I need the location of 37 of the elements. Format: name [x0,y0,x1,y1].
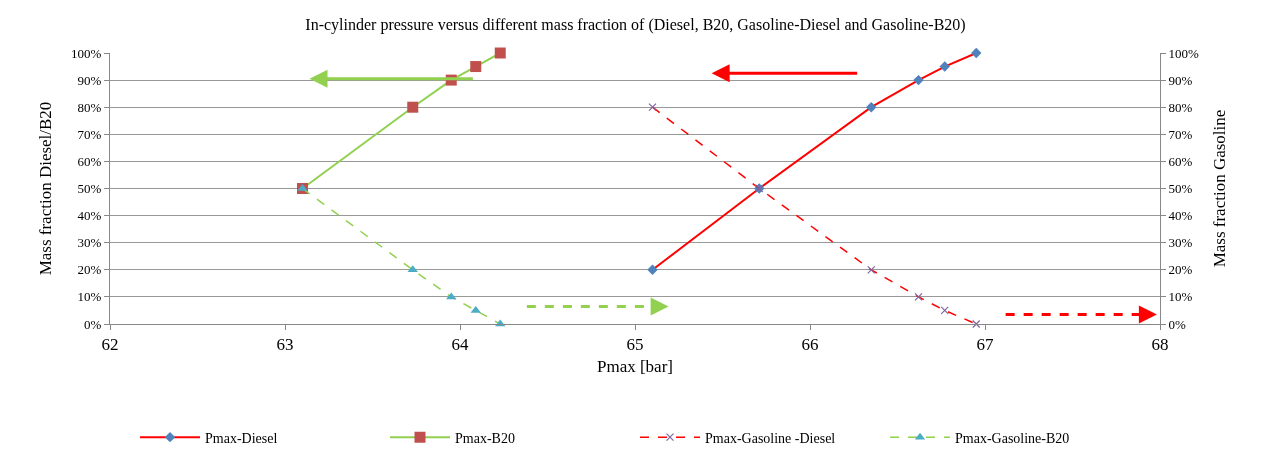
x-axis-title: Pmax [bar] [596,356,674,376]
y2-tick-label: 70% [1168,126,1193,142]
y-axis-title: Mass fraction Diesel/B20 [35,101,55,276]
y2-tick-label: 0% [1168,316,1187,332]
x-tick-label: 64 [451,335,469,355]
y2-axis-title: Mass fraction Gasoline [1210,109,1230,268]
y-tick-label: 0% [84,316,102,332]
y-tick-label: 80% [77,99,102,115]
y2-tick-label: 10% [1168,289,1193,305]
y-tick-label: 90% [77,72,102,88]
y-tick-label: 20% [77,262,102,278]
legend-label: Pmax-Diesel [205,430,278,446]
y-tick-label: 10% [77,289,102,305]
x-tick-label: 66 [801,335,819,355]
y2-tick-label: 50% [1168,181,1193,197]
y2-tick-label: 20% [1168,262,1193,278]
x-tick-label: 68 [1151,335,1169,355]
legend-label: Pmax-B20 [455,430,515,446]
x-tick-label: 65 [626,335,644,355]
y2-tick-label: 80% [1168,99,1193,115]
y2-tick-label: 90% [1168,72,1193,88]
y2-tick-label: 60% [1168,153,1193,169]
y-tick-label: 50% [77,181,102,197]
y2-tick-label: 30% [1168,235,1193,251]
y-tick-label: 40% [77,208,102,224]
y2-tick-label: 100% [1168,45,1200,61]
chart-title: In-cylinder pressure versus different mass fraction of (Diesel, B20, Gasoline-Diesel and Gasoline-B20) [305,15,966,34]
y-tick-label: 60% [77,153,102,169]
y-tick-label: 30% [77,235,102,251]
y-tick-label: 100% [71,45,102,61]
x-tick-label: 63 [276,335,294,355]
legend-label: Pmax-Gasoline -Diesel [705,430,836,446]
y-tick-label: 70% [77,126,102,142]
y2-tick-label: 40% [1168,208,1193,224]
x-tick-label: 62 [101,335,119,355]
x-tick-label: 67 [976,335,994,355]
legend-label: Pmax-Gasoline-B20 [955,430,1070,446]
